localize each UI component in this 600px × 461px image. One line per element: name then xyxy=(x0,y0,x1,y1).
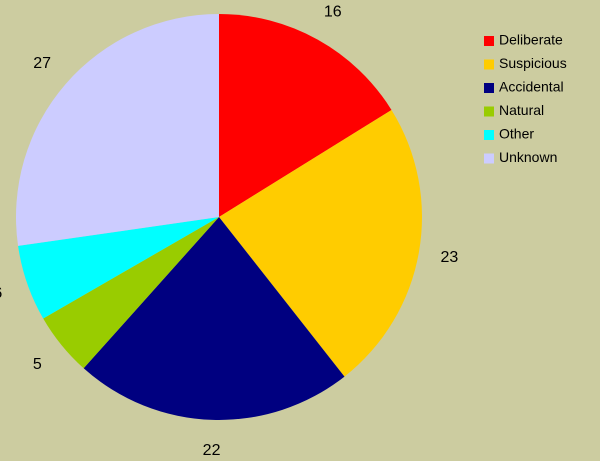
legend-label: Suspicious xyxy=(499,55,567,71)
legend-swatch xyxy=(484,36,494,46)
pie-slice xyxy=(43,217,220,369)
pie-slice xyxy=(83,217,345,420)
pie-slice xyxy=(219,14,392,217)
pie-slice xyxy=(219,109,422,377)
data-label: 27 xyxy=(33,55,51,72)
legend-swatch xyxy=(484,130,494,140)
legend-label: Deliberate xyxy=(499,32,563,48)
data-label: 22 xyxy=(203,442,221,459)
pie-slice xyxy=(18,217,219,319)
data-label: 16 xyxy=(324,4,342,21)
legend-swatch xyxy=(484,83,494,93)
pie-slice xyxy=(16,14,220,246)
legend-label: Accidental xyxy=(499,79,564,95)
legend-swatch xyxy=(484,106,494,117)
legend-swatch xyxy=(484,153,494,164)
data-label: 5 xyxy=(33,356,42,373)
legend-label: Other xyxy=(499,126,534,142)
legend-label: Natural xyxy=(499,102,544,118)
legend-label: Unknown xyxy=(499,149,557,165)
legend-swatch xyxy=(484,59,494,70)
data-label: 23 xyxy=(441,249,459,266)
data-label: 6 xyxy=(0,285,2,302)
